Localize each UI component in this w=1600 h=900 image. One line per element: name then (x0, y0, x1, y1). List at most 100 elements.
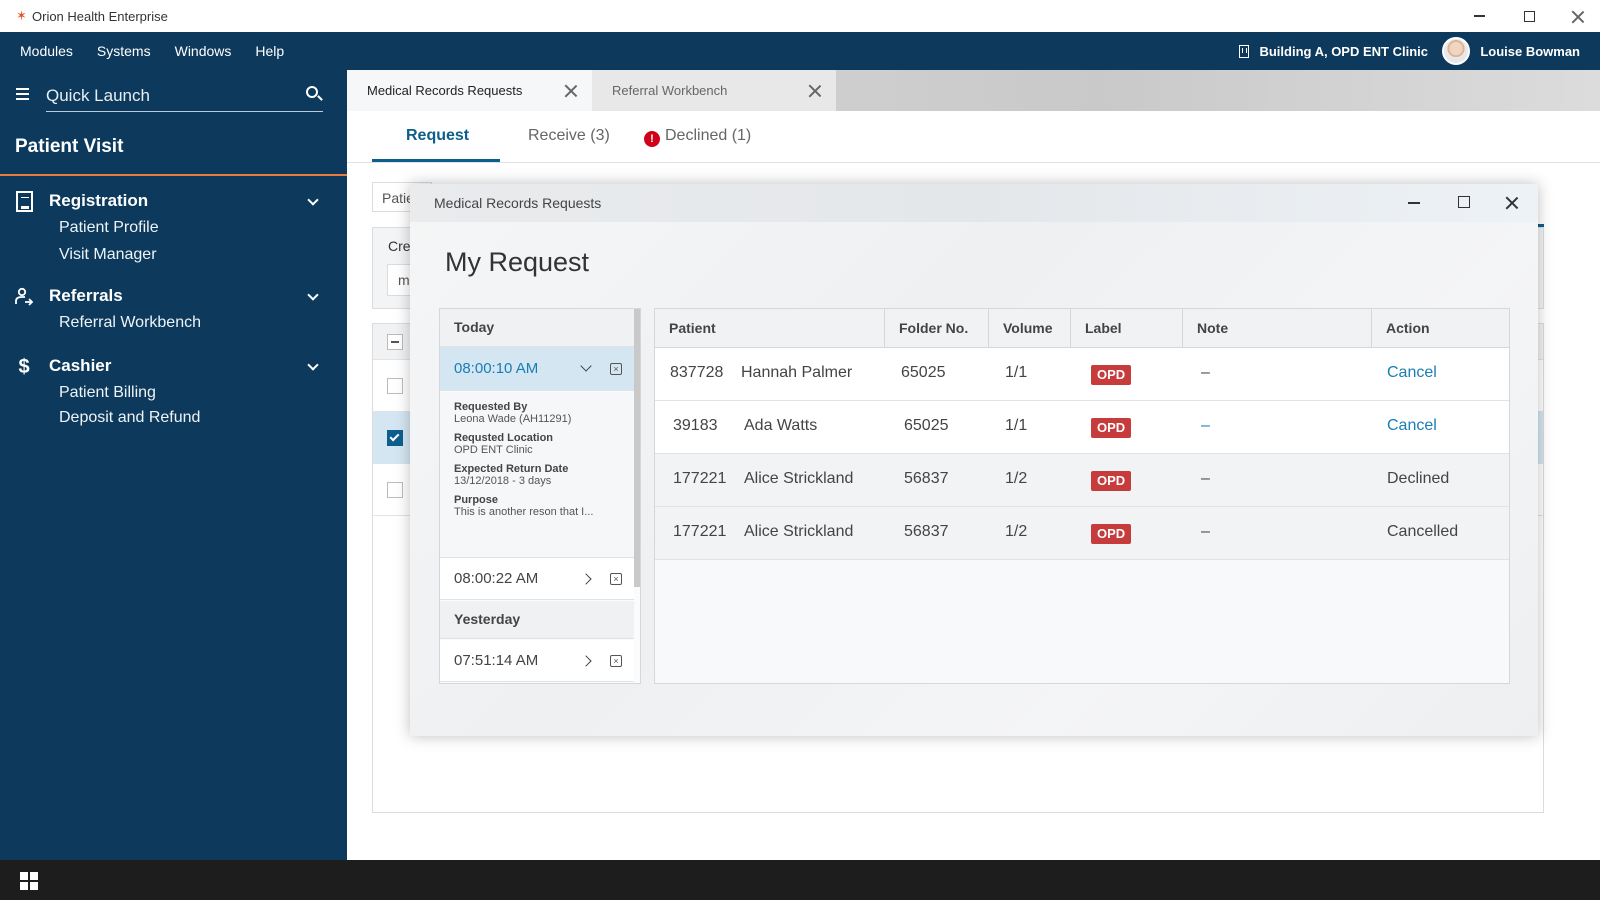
active-tab-indicator (372, 159, 500, 162)
close-icon (1571, 10, 1583, 22)
location-label: Requsted Location (454, 432, 554, 444)
sidebar-item-patient-profile[interactable]: Patient Profile (59, 219, 159, 236)
request-time: 08:00:22 AM (454, 570, 539, 587)
table-row: 39183 Ada Watts 65025 1/1 OPD – Cancel (655, 401, 1509, 454)
opd-badge: OPD (1091, 365, 1132, 385)
sidebar: Patient Visit Registration Patient Profi… (0, 70, 347, 860)
chevron-down-icon (307, 289, 319, 301)
hamburger-menu-icon[interactable] (16, 88, 29, 100)
remove-icon[interactable]: × (610, 363, 622, 375)
column-header-patient[interactable]: Patient (655, 309, 885, 348)
sidebar-item-registration[interactable]: Registration (0, 186, 347, 216)
remove-icon[interactable]: × (610, 655, 622, 667)
sidebar-item-deposit-and-refund[interactable]: Deposit and Refund (59, 409, 201, 426)
tab-request[interactable]: Request (406, 127, 470, 144)
volume: 1/2 (1005, 523, 1028, 540)
column-header-label[interactable]: Label (1071, 309, 1183, 348)
row-checkbox[interactable] (387, 482, 403, 498)
referral-icon (14, 287, 34, 307)
row-checkbox-checked[interactable] (387, 430, 403, 446)
close-icon[interactable] (564, 84, 578, 98)
medical-records-requests-dialog: Medical Records Requests My Request Toda… (410, 184, 1538, 736)
sidebar-item-referrals[interactable]: Referrals (0, 281, 347, 311)
chevron-right-icon[interactable] (580, 573, 592, 585)
patient-name: Alice Strickland (744, 523, 854, 540)
sidebar-item-cashier[interactable]: $ Cashier (0, 351, 347, 381)
list-item[interactable]: 08:00:10 AM × (440, 347, 634, 391)
building-icon (1239, 44, 1250, 58)
opd-badge: OPD (1091, 524, 1132, 544)
patient-id: 39183 (673, 417, 718, 434)
app-title: Orion Health Enterprise (32, 8, 168, 24)
location-label: Building A, OPD ENT Clinic (1259, 43, 1428, 59)
sidebar-item-visit-manager[interactable]: Visit Manager (59, 246, 157, 263)
column-header-note[interactable]: Note (1183, 309, 1372, 348)
volume: 1/2 (1005, 470, 1028, 487)
quick-launch-input[interactable] (46, 80, 323, 112)
column-header-action[interactable]: Action (1386, 320, 1430, 336)
sidebar-section-registration: Registration (0, 186, 347, 216)
patient-search-text: Patie (382, 190, 414, 206)
close-icon[interactable] (808, 84, 822, 98)
avatar (1442, 37, 1471, 65)
sidebar-item-patient-billing[interactable]: Patient Billing (59, 384, 156, 401)
select-all-checkbox[interactable] (387, 334, 403, 350)
status-text: Cancelled (1387, 523, 1459, 540)
maximize-window-button[interactable] (1506, 0, 1552, 32)
section-label: Cashier (49, 356, 112, 375)
row-checkbox[interactable] (387, 378, 403, 394)
created-value: m (398, 272, 410, 288)
chevron-down-icon (307, 194, 319, 206)
dialog-close-icon[interactable] (1505, 196, 1519, 210)
tab-medical-records-requests[interactable]: Medical Records Requests (347, 70, 592, 111)
sidebar-item-referral-workbench[interactable]: Referral Workbench (59, 314, 201, 331)
menu-modules[interactable]: Modules (20, 43, 73, 59)
minimize-window-button[interactable] (1456, 0, 1502, 32)
cancel-link[interactable]: Cancel (1387, 417, 1437, 434)
close-window-button[interactable] (1554, 0, 1600, 32)
note: – (1201, 364, 1210, 381)
section-label: Referrals (49, 286, 123, 305)
menu-systems[interactable]: Systems (96, 43, 151, 59)
table-header: Patient Folder No. Volume Label Note Act… (655, 309, 1509, 348)
request-time: 08:00:10 AM (454, 360, 539, 377)
group-header-today: Today (440, 309, 634, 347)
remove-icon[interactable]: × (610, 573, 622, 585)
dollar-icon: $ (18, 356, 30, 378)
dialog-title: Medical Records Requests (434, 195, 602, 211)
return-date-value: 13/12/2018 - 3 days (454, 475, 552, 487)
divider (0, 174, 347, 176)
note[interactable]: – (1201, 417, 1210, 434)
app-logo-icon: ✶ (16, 8, 27, 23)
user-name: Louise Bowman (1480, 43, 1580, 59)
menu-help[interactable]: Help (255, 43, 285, 59)
alert-icon: ! (644, 131, 660, 147)
dialog-maximize-icon[interactable] (1458, 196, 1470, 208)
list-item[interactable]: 08:00:22 AM × (440, 558, 634, 600)
tab-referral-workbench[interactable]: Referral Workbench (592, 70, 836, 111)
scrollbar[interactable] (634, 309, 640, 587)
windows-start-icon[interactable] (20, 872, 38, 890)
tab-receive[interactable]: Receive (3) (528, 127, 610, 144)
list-item[interactable]: 07:51:14 AM × (440, 640, 634, 682)
cancel-link[interactable]: Cancel (1387, 364, 1437, 381)
created-label: Cre (388, 238, 411, 254)
chevron-right-icon[interactable] (580, 655, 592, 667)
request-list: Today 08:00:10 AM × Requested By Leona W… (439, 308, 641, 684)
table-row: 177221 Alice Strickland 56837 1/2 OPD – … (655, 507, 1509, 560)
note: – (1201, 523, 1210, 540)
folder-no: 65025 (901, 364, 946, 381)
tab-declined[interactable]: ! Declined (1) (644, 127, 751, 147)
search-icon[interactable] (306, 86, 318, 98)
menu-windows[interactable]: Windows (174, 43, 232, 59)
quick-launch (0, 70, 347, 134)
location-value: OPD ENT Clinic (454, 444, 533, 456)
user-menu[interactable]: Louise Bowman (1442, 32, 1580, 70)
status-text: Declined (1387, 470, 1450, 487)
column-header-folder[interactable]: Folder No. (885, 309, 989, 348)
dialog-minimize-icon[interactable] (1408, 202, 1420, 204)
note: – (1201, 470, 1210, 487)
column-header-volume[interactable]: Volume (989, 309, 1071, 348)
chevron-down-icon[interactable] (580, 360, 592, 372)
location-selector[interactable]: Building A, OPD ENT Clinic (1239, 32, 1428, 70)
